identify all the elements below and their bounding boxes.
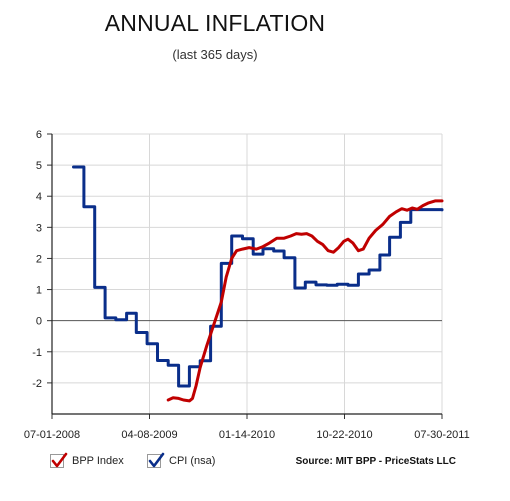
legend-label-bpp: BPP Index [72,455,124,467]
y-tick-label: 0 [36,316,42,328]
x-tick-label: 04-08-2009 [121,429,177,441]
cpi-line [72,165,444,388]
chart-title: ANNUAL INFLATION [104,10,326,36]
series-lines [72,165,444,403]
source-note: Source: MIT BPP - PriceStats LLC [295,456,456,467]
legend-checkbox-cpi[interactable] [147,452,165,468]
x-tick-label: 07-30-2011 [414,429,469,441]
legend-label-cpi: CPI (nsa) [169,455,216,467]
y-tick-label: 2 [36,253,42,265]
y-tick-label: 5 [36,160,42,172]
y-tick-label: 4 [36,191,42,203]
legend-checkbox-bpp[interactable] [50,452,68,468]
y-tick-label: -2 [32,378,42,390]
tick-labels: 07-01-2008 04-08-2009 01-14-2010 10-22-2010… [24,129,470,441]
axes [47,133,443,419]
y-tick-label: 3 [36,222,42,234]
checkmark-icon [51,452,68,468]
bpp-index-line [166,199,444,403]
checkmark-icon [148,452,165,468]
x-tick-label: 10-22-2010 [316,429,372,441]
x-tick-label: 07-01-2008 [24,429,80,441]
grid [51,133,443,414]
y-tick-label: 1 [36,285,42,297]
legend-item-bpp[interactable]: BPP Index [50,452,124,468]
chart-subtitle: (last 365 days) [172,47,258,62]
y-tick-label: 6 [36,129,42,141]
y-tick-label: -1 [32,347,42,359]
legend-item-cpi[interactable]: CPI (nsa) [147,452,216,468]
x-tick-label: 01-14-2010 [219,429,275,441]
